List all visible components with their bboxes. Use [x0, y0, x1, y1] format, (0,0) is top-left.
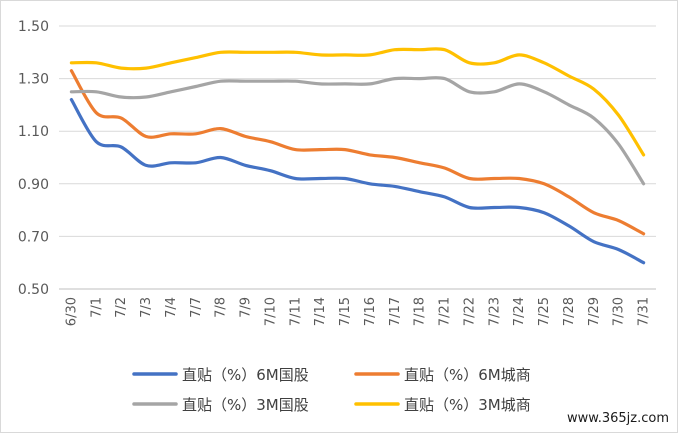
x-tick-label: 7/23 — [487, 297, 502, 326]
x-tick-label: 7/10 — [263, 297, 278, 326]
x-tick-label: 7/28 — [562, 297, 577, 326]
legend-label: 直贴（%）3M城商 — [404, 396, 531, 414]
x-tick-label: 7/18 — [413, 297, 428, 326]
series-line-3 — [69, 76, 646, 186]
series-line-1 — [69, 98, 646, 265]
x-tick-label: 7/14 — [313, 297, 328, 326]
x-tick-label: 7/30 — [612, 297, 627, 326]
legend-label: 直贴（%）6M国股 — [182, 366, 309, 384]
x-tick-label: 7/16 — [363, 297, 378, 326]
y-tick-label: 0.50 — [18, 282, 49, 298]
x-tick-label: 7/25 — [537, 297, 552, 326]
series-line-4 — [69, 47, 646, 157]
legend-label: 直贴（%）6M城商 — [404, 366, 531, 384]
y-tick-label: 1.50 — [18, 19, 49, 35]
x-axis: 6/30 7/1 7/2 7/3 7/4 7/7 7/8 7/9 7/10 7/11 7/14 7/1… — [59, 288, 656, 326]
x-tick-label: 7/9 — [239, 297, 254, 318]
y-tick-label: 1.30 — [18, 72, 49, 88]
x-tick-label: 7/21 — [438, 297, 453, 326]
x-tick-label: 7/8 — [214, 297, 229, 318]
x-tick-label: 7/31 — [637, 297, 652, 326]
x-tick-label: 7/11 — [288, 297, 303, 326]
x-tick-label: 7/29 — [587, 297, 602, 326]
x-tick-label: 7/15 — [338, 297, 353, 326]
x-tick-label: 7/1 — [89, 297, 104, 318]
x-tick-label: 7/22 — [462, 297, 477, 326]
y-axis: 0.50 0.70 0.90 1.10 1.30 1.50 — [18, 19, 49, 298]
series-lines — [69, 47, 646, 265]
y-tick-label: 0.90 — [18, 177, 49, 193]
legend-label: 直贴（%）3M国股 — [182, 396, 309, 414]
y-tick-label: 1.10 — [18, 124, 49, 140]
watermark-text: www.365jz.com — [567, 411, 669, 426]
grid-lines — [59, 25, 656, 290]
x-tick-label: 7/7 — [189, 297, 204, 318]
x-tick-label: 7/17 — [388, 297, 403, 326]
x-tick-label: 7/2 — [114, 297, 129, 318]
series-line-2 — [69, 69, 646, 236]
x-tick-label: 7/4 — [164, 297, 179, 318]
x-tick-label: 7/3 — [139, 297, 154, 318]
x-tick-label: 7/24 — [512, 297, 527, 326]
y-tick-label: 0.70 — [18, 229, 49, 245]
x-tick-label: 6/30 — [64, 297, 79, 326]
